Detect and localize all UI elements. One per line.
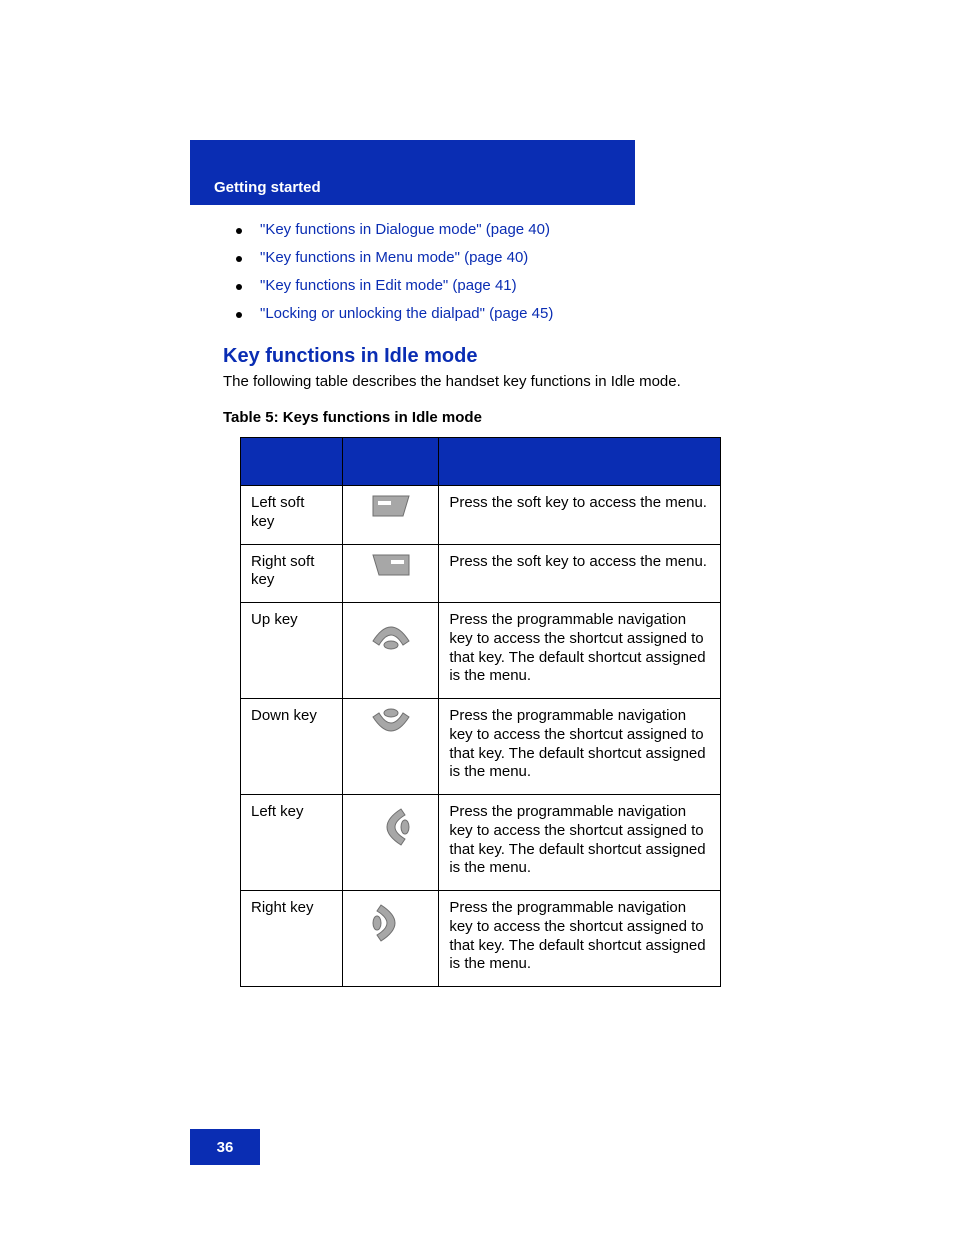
left-soft-key-icon [371,494,411,518]
key-name-cell: Right key [241,891,343,987]
list-item: "Key functions in Edit mode" (page 41) [236,277,756,294]
desc-text: soft key to access the [517,494,665,511]
desc-text: Press the programmable navigation key to… [449,611,705,684]
desc-text: soft key to access the [517,553,665,570]
key-name-cell: Left key [241,795,343,891]
desc-text: Press the [449,494,517,511]
list-item: "Key functions in Dialogue mode" (page 4… [236,221,756,238]
key-desc-cell: Press the programmable navigation key to… [439,699,721,795]
bullet-icon [236,228,242,234]
section-banner-text: Getting started [214,179,321,196]
bullet-icon [236,312,242,318]
table-row: Right key Press the programmable navigat… [241,891,721,987]
cross-ref-link[interactable]: "Key functions in Menu mode" (page 40) [260,249,528,266]
up-key-icon [367,611,415,651]
list-item: "Locking or unlocking the dialpad" (page… [236,305,756,322]
key-desc-cell: Press the programmable navigation key to… [439,603,721,699]
desc-text: menu. [489,859,531,876]
key-desc-cell: Press the programmable navigation key to… [439,891,721,987]
key-name-cell: Left soft key [241,486,343,545]
table-header-cell [439,438,721,486]
list-item: "Key functions in Menu mode" (page 40) [236,249,756,266]
key-name-cell: Up key [241,603,343,699]
table-caption: Table 5: Keys functions in Idle mode [223,409,482,426]
key-icon-cell [342,544,439,603]
desc-text: Press the programmable navigation key to… [449,707,705,780]
desc-text: menu. [489,955,531,972]
table-row: Up key Press the programmable navigation… [241,603,721,699]
key-icon-cell [342,603,439,699]
key-name-cell: Right soft key [241,544,343,603]
table-row: Left key Press the programmable navigati… [241,795,721,891]
page-heading: Key functions in Idle mode [223,345,477,368]
desc-text: Press the programmable navigation key to… [449,803,705,876]
left-key-icon [371,803,411,851]
key-icon-cell [342,699,439,795]
table-header-cell [241,438,343,486]
bullet-icon [236,284,242,290]
cross-ref-link[interactable]: "Key functions in Dialogue mode" (page 4… [260,221,550,238]
desc-text: menu. [489,667,531,684]
right-key-icon [371,899,411,947]
table-row: Left soft key Press the soft key to acce… [241,486,721,545]
page-number: 36 [217,1139,234,1156]
right-soft-key-icon [371,553,411,577]
key-functions-table: Left soft key Press the soft key to acce… [240,437,721,987]
cross-ref-link[interactable]: "Locking or unlocking the dialpad" (page… [260,305,553,322]
table-row: Right soft key Press the soft key to acc… [241,544,721,603]
intro-paragraph: The following table describes the handse… [223,373,681,390]
key-desc-cell: Press the soft key to access the menu. [439,486,721,545]
table-row: Down key Press the programmable navigati… [241,699,721,795]
cross-ref-list: "Key functions in Dialogue mode" (page 4… [236,221,756,333]
desc-text: menu. [665,494,707,511]
key-name-cell: Down key [241,699,343,795]
down-key-icon [367,707,415,747]
table-header-cell [342,438,439,486]
page-number-badge: 36 [190,1129,260,1165]
key-desc-cell: Press the programmable navigation key to… [439,795,721,891]
table-header-row [241,438,721,486]
desc-text: menu. [665,553,707,570]
key-icon-cell [342,486,439,545]
desc-text: Press the [449,553,517,570]
desc-text: Press the programmable navigation key to… [449,899,705,972]
key-icon-cell [342,795,439,891]
key-desc-cell: Press the soft key to access the menu. [439,544,721,603]
bullet-icon [236,256,242,262]
desc-text: menu. [489,763,531,780]
key-icon-cell [342,891,439,987]
cross-ref-link[interactable]: "Key functions in Edit mode" (page 41) [260,277,517,294]
